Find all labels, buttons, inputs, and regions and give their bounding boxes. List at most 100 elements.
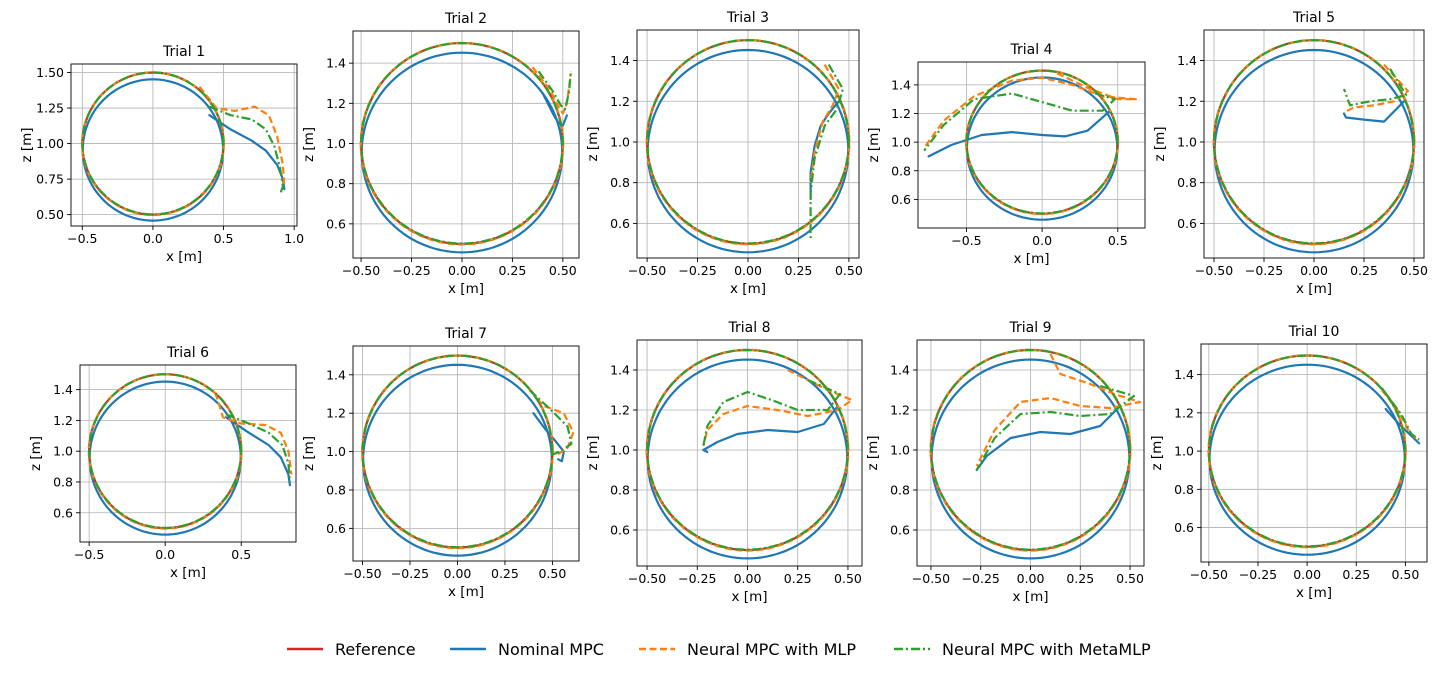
series-metamlp-orbit [81, 71, 225, 216]
legend-label-reference: Reference [335, 640, 416, 659]
series-nominal-deviation [532, 412, 565, 463]
y-tick-label: 0.8 [326, 482, 346, 497]
plot-frame [79, 364, 297, 543]
y-tick-label: 0.8 [326, 176, 346, 191]
y-tick-label: 1.0 [890, 443, 910, 458]
y-tick-label: 1.2 [890, 403, 910, 418]
y-axis-label: z [m] [585, 126, 601, 161]
x-tick-label: 0.25 [785, 263, 813, 278]
y-axis-label: z [m] [19, 127, 35, 162]
y-tick-label: 1.2 [1177, 94, 1197, 109]
legend-entry-nominal: Nominal MPC [450, 640, 604, 659]
y-tick-label: 1.4 [1174, 367, 1194, 382]
y-tick-label: 1.0 [1174, 444, 1194, 459]
series-nominal-deviation [541, 92, 569, 127]
x-tick-label: 0.50 [834, 571, 862, 586]
y-tick-label: 1.00 [36, 136, 64, 151]
series-mlp-deviation [531, 66, 572, 115]
x-axis-label: x [m] [732, 589, 768, 605]
x-tick-label: −0.50 [628, 571, 666, 586]
x-axis-label: x [m] [1296, 281, 1332, 297]
subplot-title: Trial 4 [1010, 42, 1053, 58]
y-tick-label: 1.2 [326, 96, 346, 111]
x-axis-label: x [m] [170, 565, 206, 581]
series-mlp-deviation [975, 353, 1142, 467]
legend-entry-mlp: Neural MPC with MLP [639, 640, 856, 659]
x-axis-label: x [m] [166, 249, 202, 265]
series-metamlp-deviation [1380, 387, 1420, 441]
series-metamlp-deviation [225, 413, 291, 483]
x-tick-label: −0.25 [962, 571, 1000, 586]
series-mlp-deviation [214, 392, 293, 475]
series-metamlp-orbit [88, 373, 243, 529]
x-tick-label: 1.0 [284, 231, 304, 246]
y-tick-label: 0.6 [890, 523, 910, 538]
legend-entry-reference: Reference [287, 640, 416, 659]
x-tick-label: 0.50 [1116, 571, 1144, 586]
series-nominal-deviation [1342, 100, 1406, 123]
legend-label-mlp: Neural MPC with MLP [687, 640, 856, 659]
y-axis-label: z [m] [1149, 435, 1165, 470]
x-tick-label: −0.25 [391, 566, 429, 581]
y-tick-label: 1.4 [890, 363, 910, 378]
y-tick-label: 0.6 [610, 523, 630, 538]
y-tick-label: 1.0 [326, 136, 346, 151]
legend-entry-metamlp: Neural MPC with MetaMLP [894, 640, 1151, 659]
series-metamlp-deviation [208, 105, 284, 196]
y-tick-label: 1.0 [326, 444, 346, 459]
y-tick-label: 0.6 [53, 505, 73, 520]
y-tick-label: 1.2 [610, 403, 630, 418]
x-tick-label: −0.50 [1190, 567, 1228, 582]
x-tick-label: −0.25 [392, 263, 430, 278]
series-metamlp-orbit [965, 69, 1119, 215]
y-axis-label: z [m] [1152, 126, 1168, 161]
y-tick-label: 1.0 [610, 443, 630, 458]
x-tick-label: 0.00 [1017, 571, 1045, 586]
subplot-title: Trial 3 [726, 10, 769, 26]
subplot-title: Trial 5 [1292, 10, 1335, 26]
subplot-title: Trial 9 [1009, 320, 1052, 336]
series-nominal-deviation [975, 404, 1122, 472]
x-tick-label: 0.25 [1066, 571, 1094, 586]
x-tick-label: 0.0 [143, 231, 163, 246]
subplot-title: Trial 1 [162, 44, 205, 60]
series-metamlp-orbit [646, 39, 850, 245]
x-axis-label: x [m] [1296, 585, 1332, 601]
x-tick-label: 0.25 [1350, 263, 1378, 278]
subplot-title: Trial 8 [728, 320, 771, 336]
x-tick-label: −0.25 [1245, 263, 1283, 278]
y-tick-label: 1.0 [1177, 134, 1197, 149]
y-tick-label: 0.6 [610, 216, 630, 231]
subplot-title: Trial 7 [444, 326, 487, 342]
plot-frame [70, 63, 298, 227]
subplot-trial-10: −0.50 −0.25 0.00 0.25 0.50 0.6 0.8 1.0 1.2 1.4 Tri… [1149, 324, 1428, 601]
series-nominal-deviation [927, 109, 1112, 158]
y-axis-label: z [m] [28, 436, 44, 471]
y-tick-label: 0.50 [36, 207, 64, 222]
series-nominal-deviation [702, 404, 840, 454]
series-mlp-deviation [1345, 63, 1410, 113]
y-axis-label: z [m] [301, 127, 317, 162]
series-metamlp-orbit [646, 348, 849, 551]
series-metamlp-orbit [360, 41, 564, 245]
y-tick-label: 0.8 [610, 175, 630, 190]
subplot-trial-9: −0.50 −0.25 0.00 0.25 0.50 0.6 0.8 1.0 1.2 1.4 Tri… [865, 320, 1145, 605]
x-tick-label: −0.50 [628, 263, 666, 278]
x-tick-label: 0.00 [734, 263, 762, 278]
y-tick-label: 1.2 [891, 106, 911, 121]
series-metamlp-deviation [923, 92, 1116, 152]
x-tick-label: 0.0 [1032, 233, 1052, 248]
series-metamlp-orbit [929, 348, 1131, 551]
x-tick-label: −0.25 [678, 263, 716, 278]
subplot-trial-4: −0.5 0.0 0.5 0.6 0.8 1.0 1.2 1.4 Trial 4 x [m] z [… [866, 42, 1146, 267]
legend-label-nominal: Nominal MPC [498, 640, 604, 659]
y-axis-label: z [m] [585, 435, 601, 470]
y-tick-label: 0.6 [1174, 520, 1194, 535]
series-mlp-deviation [923, 72, 1138, 149]
series-metamlp-deviation [975, 384, 1136, 471]
y-axis-label: z [m] [866, 127, 882, 162]
series-metamlp-deviation [528, 389, 573, 457]
subplot-trial-7: −0.50 −0.25 0.00 0.25 0.50 0.6 0.8 1.0 1.2 1.4 Tri… [301, 326, 580, 600]
x-tick-label: −0.50 [343, 566, 381, 581]
